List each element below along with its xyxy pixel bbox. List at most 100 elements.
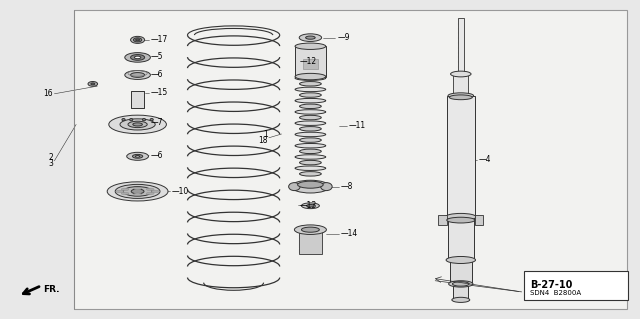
Ellipse shape: [129, 119, 133, 121]
Ellipse shape: [307, 204, 314, 207]
Ellipse shape: [295, 43, 326, 49]
Ellipse shape: [136, 39, 140, 41]
Bar: [131, 91, 144, 108]
Ellipse shape: [300, 172, 321, 176]
Ellipse shape: [300, 82, 321, 86]
Text: SDN4  B2800A: SDN4 B2800A: [530, 290, 581, 296]
Ellipse shape: [321, 182, 332, 191]
Ellipse shape: [123, 187, 152, 196]
Ellipse shape: [115, 184, 160, 198]
Ellipse shape: [301, 203, 319, 209]
Ellipse shape: [452, 297, 470, 302]
Bar: [299, 231, 322, 254]
Text: —9: —9: [337, 33, 350, 42]
Text: —7: —7: [151, 118, 164, 127]
Text: 1: 1: [263, 130, 268, 139]
Ellipse shape: [295, 99, 326, 103]
Ellipse shape: [116, 190, 124, 193]
Bar: [438, 215, 447, 225]
Ellipse shape: [109, 115, 166, 134]
Ellipse shape: [300, 93, 321, 97]
Bar: [448, 217, 474, 260]
Text: —6: —6: [151, 151, 164, 160]
Ellipse shape: [300, 34, 321, 41]
Ellipse shape: [88, 81, 98, 86]
Ellipse shape: [300, 127, 321, 131]
Text: —15: —15: [151, 88, 168, 97]
Ellipse shape: [132, 154, 143, 158]
Ellipse shape: [131, 36, 145, 43]
Ellipse shape: [121, 192, 129, 195]
Ellipse shape: [147, 192, 154, 195]
Ellipse shape: [451, 71, 471, 77]
Text: —13: —13: [300, 201, 317, 210]
Ellipse shape: [134, 187, 141, 190]
Ellipse shape: [120, 119, 155, 130]
Text: 3: 3: [48, 159, 53, 168]
Ellipse shape: [449, 281, 473, 287]
Text: —4: —4: [479, 155, 492, 164]
Ellipse shape: [448, 93, 474, 99]
Ellipse shape: [294, 225, 326, 234]
Ellipse shape: [295, 87, 326, 92]
Bar: [458, 18, 464, 73]
Text: —11: —11: [349, 121, 366, 130]
Text: 18: 18: [258, 137, 268, 145]
Ellipse shape: [291, 180, 330, 193]
Text: —5: —5: [151, 52, 164, 61]
Text: —6: —6: [151, 70, 164, 79]
Ellipse shape: [143, 119, 146, 121]
Ellipse shape: [131, 189, 144, 194]
Ellipse shape: [295, 121, 326, 125]
Ellipse shape: [300, 115, 321, 120]
Ellipse shape: [134, 56, 141, 59]
Text: —17: —17: [151, 35, 168, 44]
Text: —10: —10: [172, 187, 189, 196]
Text: —12: —12: [300, 57, 317, 66]
Bar: [450, 260, 472, 284]
Ellipse shape: [305, 36, 315, 39]
Ellipse shape: [446, 256, 476, 263]
Ellipse shape: [289, 182, 300, 191]
Bar: [303, 59, 318, 69]
Ellipse shape: [452, 282, 469, 286]
Ellipse shape: [300, 138, 321, 142]
Ellipse shape: [447, 217, 475, 223]
Ellipse shape: [295, 73, 326, 80]
Ellipse shape: [150, 119, 154, 121]
Text: —8: —8: [341, 182, 353, 191]
Ellipse shape: [449, 95, 472, 100]
Text: 2: 2: [49, 153, 53, 162]
Ellipse shape: [131, 73, 145, 78]
Ellipse shape: [133, 123, 143, 126]
Ellipse shape: [301, 227, 319, 232]
Bar: [295, 46, 326, 77]
Text: —14: —14: [341, 229, 358, 238]
Bar: [524, 271, 628, 300]
Ellipse shape: [128, 121, 147, 128]
Ellipse shape: [295, 76, 326, 80]
Ellipse shape: [445, 213, 476, 220]
Ellipse shape: [300, 104, 321, 108]
Ellipse shape: [121, 188, 129, 191]
Text: B-27-10: B-27-10: [530, 279, 572, 290]
Ellipse shape: [295, 166, 326, 170]
Bar: [447, 96, 475, 217]
Ellipse shape: [134, 193, 141, 196]
Ellipse shape: [295, 132, 326, 137]
Ellipse shape: [125, 53, 150, 62]
Ellipse shape: [298, 181, 323, 188]
Ellipse shape: [107, 182, 168, 201]
Ellipse shape: [152, 190, 159, 193]
Bar: [453, 282, 468, 300]
Ellipse shape: [134, 38, 142, 42]
Ellipse shape: [131, 55, 145, 60]
Bar: [475, 215, 483, 225]
Ellipse shape: [295, 155, 326, 159]
Ellipse shape: [127, 152, 148, 160]
Ellipse shape: [125, 70, 150, 79]
Ellipse shape: [295, 144, 326, 148]
Ellipse shape: [122, 119, 125, 121]
Bar: [453, 74, 468, 96]
Ellipse shape: [295, 110, 326, 114]
